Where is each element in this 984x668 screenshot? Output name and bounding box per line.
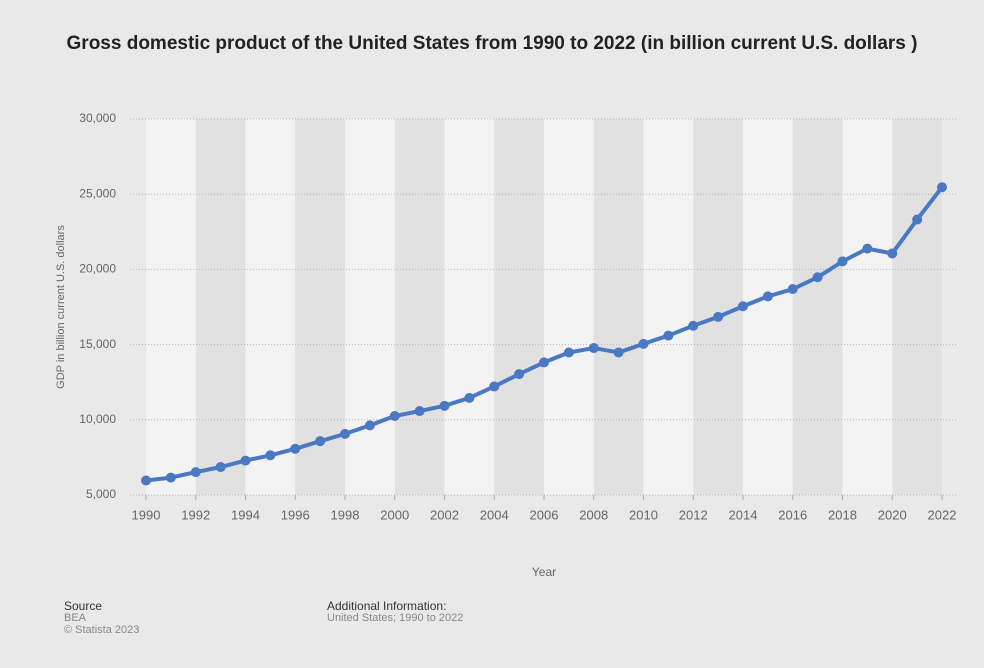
x-tick-label: 2014 (729, 507, 758, 522)
data-point (290, 443, 301, 454)
x-tick-label: 2008 (579, 507, 608, 522)
chart-title: Gross domestic product of the United Sta… (66, 33, 918, 54)
x-tick-label: 1990 (132, 507, 161, 522)
y-tick-label: 25,000 (79, 186, 116, 200)
source-name: BEA (64, 612, 87, 624)
x-axis-label: Year (532, 565, 556, 579)
x-tick-label: 2006 (530, 507, 559, 522)
data-point (812, 272, 823, 283)
data-point (265, 450, 276, 461)
x-tick-label: 2000 (380, 507, 409, 522)
data-point (837, 256, 848, 267)
x-tick-label: 2004 (480, 507, 509, 522)
x-tick-label: 2022 (928, 507, 957, 522)
info-block: Additional Information: United States; 1… (327, 600, 463, 624)
data-point (364, 420, 375, 431)
stripe (544, 119, 594, 495)
info-heading: Additional Information: (327, 599, 447, 613)
stripe (494, 119, 544, 495)
data-point (414, 406, 425, 417)
stripe (146, 119, 196, 495)
data-point (563, 347, 574, 358)
data-point (539, 357, 549, 368)
data-point (514, 369, 525, 380)
y-tick-label: 20,000 (79, 262, 116, 276)
data-point (464, 392, 475, 403)
stripe (345, 119, 395, 495)
stripe (693, 119, 743, 495)
data-point (389, 411, 400, 422)
stripe (195, 119, 246, 495)
stripe (394, 119, 445, 495)
x-tick-label: 1992 (181, 507, 210, 522)
stripe (444, 119, 495, 495)
source-block: Source BEA © Statista 2023 (64, 600, 139, 636)
x-tick-label: 1998 (331, 507, 360, 522)
data-point (887, 248, 898, 259)
stripe (643, 119, 694, 495)
data-point (315, 436, 326, 447)
x-tick-label: 2018 (828, 507, 857, 522)
x-tick-label: 2020 (878, 507, 907, 522)
data-point (862, 243, 873, 254)
x-tick-label: 2002 (430, 507, 459, 522)
stripe (743, 119, 793, 495)
data-point (215, 462, 226, 473)
stripe (593, 119, 644, 495)
y-tick-label: 5,000 (86, 487, 116, 501)
y-tick-label: 15,000 (79, 337, 116, 351)
stripe (245, 119, 296, 495)
data-point (912, 214, 923, 225)
data-point (638, 338, 649, 349)
x-tick-label: 2016 (778, 507, 807, 522)
info-text: United States; 1990 to 2022 (327, 612, 464, 624)
data-point (190, 467, 201, 478)
data-point (340, 428, 350, 439)
x-tick-label: 2010 (629, 507, 658, 522)
x-tick-label: 1994 (231, 507, 260, 522)
data-point (141, 475, 151, 486)
stripe (792, 119, 843, 495)
stripe (295, 119, 345, 495)
data-point (713, 311, 724, 322)
data-point (165, 472, 176, 483)
stripe (892, 119, 942, 495)
data-point (588, 343, 599, 354)
copyright: © Statista 2023 (64, 624, 140, 636)
data-point (439, 400, 450, 411)
data-point (613, 347, 624, 358)
data-point (663, 330, 674, 341)
data-point (738, 301, 748, 312)
data-point (937, 182, 947, 193)
source-heading: Source (64, 599, 103, 613)
y-tick-label: 10,000 (79, 412, 116, 426)
data-point (240, 455, 251, 466)
data-point (688, 320, 699, 331)
x-tick-label: 1996 (281, 507, 310, 522)
y-tick-label: 30,000 (79, 111, 116, 125)
stripe (842, 119, 893, 495)
data-point (787, 284, 798, 295)
x-tick-label: 2012 (679, 507, 708, 522)
data-point (489, 381, 500, 392)
y-axis-label: GDP in billion current U.S. dollars (55, 225, 67, 389)
data-point (762, 291, 773, 302)
